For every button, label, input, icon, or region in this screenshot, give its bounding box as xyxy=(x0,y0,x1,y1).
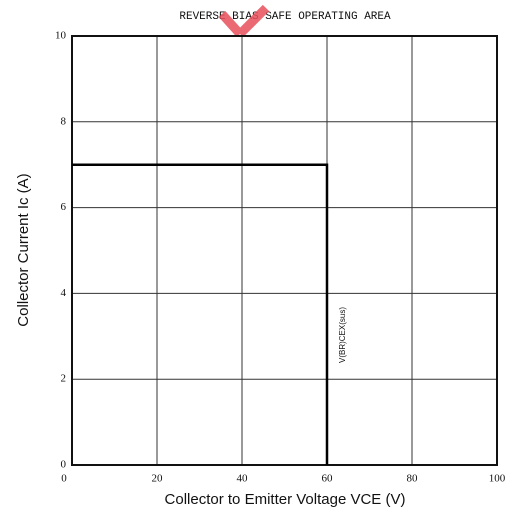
y-tick-label: 10 xyxy=(55,30,67,42)
annotation: V(BR)CEX(sus) xyxy=(338,307,347,363)
y-tick-label: 6 xyxy=(61,201,67,213)
y-tick-label: 4 xyxy=(61,287,67,299)
y-tick-label: 8 xyxy=(61,115,67,127)
y-axis-label: Collector Current Ic (A) xyxy=(15,173,32,326)
y-tick-label: 2 xyxy=(61,373,67,385)
x-tick-label: 20 xyxy=(152,473,164,485)
chart-title: REVERSE BIAS SAFE OPERATING AREA xyxy=(179,11,391,23)
x-axis-label: Collector to Emitter Voltage VCE (V) xyxy=(165,491,406,508)
watermark xyxy=(218,4,270,38)
plot-border xyxy=(71,35,498,466)
series-line xyxy=(72,163,329,465)
x-tick-label: 80 xyxy=(407,473,419,485)
y-tick-label: 0 xyxy=(61,459,67,471)
x-tick-label: 60 xyxy=(322,473,334,485)
x-tick-label: 0 xyxy=(61,473,67,485)
x-tick-label: 40 xyxy=(237,473,249,485)
x-tick-label: 100 xyxy=(489,473,506,485)
